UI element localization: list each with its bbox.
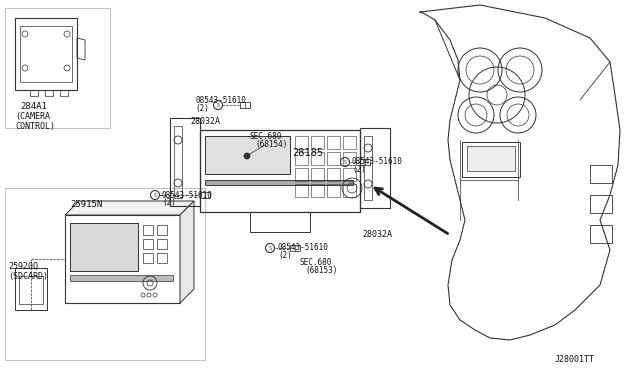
Text: (2): (2) bbox=[195, 103, 209, 112]
Bar bbox=[45, 90, 53, 96]
Text: (SDCARD): (SDCARD) bbox=[8, 272, 48, 281]
Bar bbox=[295, 184, 308, 197]
Bar bbox=[343, 168, 356, 181]
Bar bbox=[205, 136, 290, 174]
Bar bbox=[143, 225, 153, 235]
Bar bbox=[157, 239, 167, 249]
Bar bbox=[290, 245, 300, 251]
Bar bbox=[590, 195, 612, 213]
Text: 25915N: 25915N bbox=[70, 200, 102, 209]
Text: 28032A: 28032A bbox=[362, 230, 392, 239]
Text: (68153): (68153) bbox=[305, 266, 337, 275]
Circle shape bbox=[244, 153, 250, 159]
Bar bbox=[30, 90, 38, 96]
Bar bbox=[60, 90, 68, 96]
Bar bbox=[343, 152, 356, 165]
Bar bbox=[295, 168, 308, 181]
Bar bbox=[143, 253, 153, 263]
Bar bbox=[327, 184, 340, 197]
Text: 28032A: 28032A bbox=[190, 117, 220, 126]
Text: (2): (2) bbox=[278, 251, 292, 260]
Text: (2): (2) bbox=[352, 165, 366, 174]
Text: 08543-51610: 08543-51610 bbox=[352, 157, 403, 166]
Bar bbox=[467, 146, 515, 171]
Text: S: S bbox=[269, 246, 271, 250]
Bar bbox=[205, 136, 290, 174]
Bar bbox=[590, 165, 612, 183]
Bar bbox=[70, 223, 138, 271]
Bar bbox=[311, 184, 324, 197]
Text: (CAMERA: (CAMERA bbox=[15, 112, 50, 121]
Bar bbox=[250, 212, 310, 232]
Text: SEC.680: SEC.680 bbox=[300, 258, 332, 267]
Bar bbox=[311, 152, 324, 165]
Bar bbox=[327, 136, 340, 149]
Bar bbox=[15, 268, 47, 310]
Text: (2): (2) bbox=[162, 198, 176, 207]
Bar bbox=[157, 253, 167, 263]
Bar bbox=[462, 142, 520, 177]
Bar bbox=[205, 180, 353, 185]
Bar bbox=[590, 225, 612, 243]
Text: SEC.680: SEC.680 bbox=[250, 132, 282, 141]
Bar bbox=[20, 26, 72, 82]
Bar bbox=[295, 136, 308, 149]
Bar bbox=[295, 152, 308, 165]
Bar bbox=[311, 136, 324, 149]
Bar bbox=[70, 275, 173, 281]
Bar bbox=[311, 168, 324, 181]
Bar bbox=[5, 8, 110, 128]
Bar bbox=[143, 239, 153, 249]
Text: J28001TT: J28001TT bbox=[555, 355, 595, 364]
Bar bbox=[360, 159, 370, 165]
Text: 08543-51610: 08543-51610 bbox=[278, 243, 329, 252]
Bar bbox=[205, 180, 353, 185]
Bar bbox=[240, 102, 250, 108]
Text: 08543-51610: 08543-51610 bbox=[162, 191, 213, 200]
Text: 28185: 28185 bbox=[292, 148, 323, 158]
Text: 284A1: 284A1 bbox=[20, 102, 47, 111]
Bar bbox=[19, 276, 43, 304]
Bar bbox=[70, 223, 138, 271]
Bar bbox=[200, 192, 210, 198]
Bar bbox=[5, 188, 205, 360]
Polygon shape bbox=[180, 201, 194, 303]
Bar bbox=[364, 136, 372, 200]
Text: (68154): (68154) bbox=[255, 140, 287, 149]
Text: 25920Q: 25920Q bbox=[8, 262, 38, 271]
Text: S: S bbox=[154, 192, 156, 198]
Bar bbox=[343, 136, 356, 149]
Polygon shape bbox=[65, 201, 194, 215]
Text: S: S bbox=[216, 103, 220, 108]
Text: CONTROL): CONTROL) bbox=[15, 122, 55, 131]
Bar bbox=[343, 184, 356, 197]
Bar bbox=[327, 168, 340, 181]
Text: 08543-51610: 08543-51610 bbox=[195, 96, 246, 105]
Text: S: S bbox=[344, 160, 346, 164]
Bar bbox=[157, 225, 167, 235]
Bar bbox=[174, 126, 182, 198]
Bar bbox=[327, 152, 340, 165]
